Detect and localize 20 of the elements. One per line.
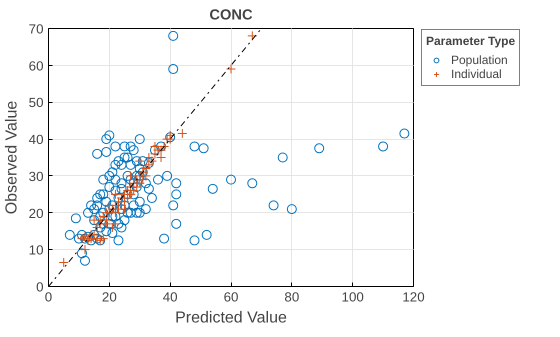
- legend-label: Population: [451, 53, 508, 67]
- y-tick-label: 20: [28, 206, 44, 221]
- legend-label: Individual: [451, 67, 502, 81]
- y-tick-label: 30: [28, 168, 44, 184]
- x-tick-label: 40: [162, 290, 178, 304]
- y-tick-label: 40: [28, 132, 44, 148]
- x-tick-label: 80: [284, 290, 300, 304]
- legend-title: Parameter Type: [426, 34, 516, 48]
- y-tick-label: 60: [28, 58, 44, 74]
- y-tick-label: 0: [36, 280, 44, 294]
- x-tick-label: 20: [102, 290, 117, 304]
- y-tick-label: 50: [28, 95, 44, 110]
- y-tick-label: 70: [28, 22, 44, 36]
- x-tick-label: 100: [342, 290, 364, 304]
- y-tick-label: 10: [28, 242, 44, 258]
- y-axis-title: Observed Value: [4, 100, 21, 214]
- x-axis-title: Predicted Value: [175, 310, 287, 326]
- chart-title: CONC: [209, 8, 253, 24]
- x-tick-label: 120: [402, 290, 425, 304]
- x-tick-label: 60: [224, 290, 238, 304]
